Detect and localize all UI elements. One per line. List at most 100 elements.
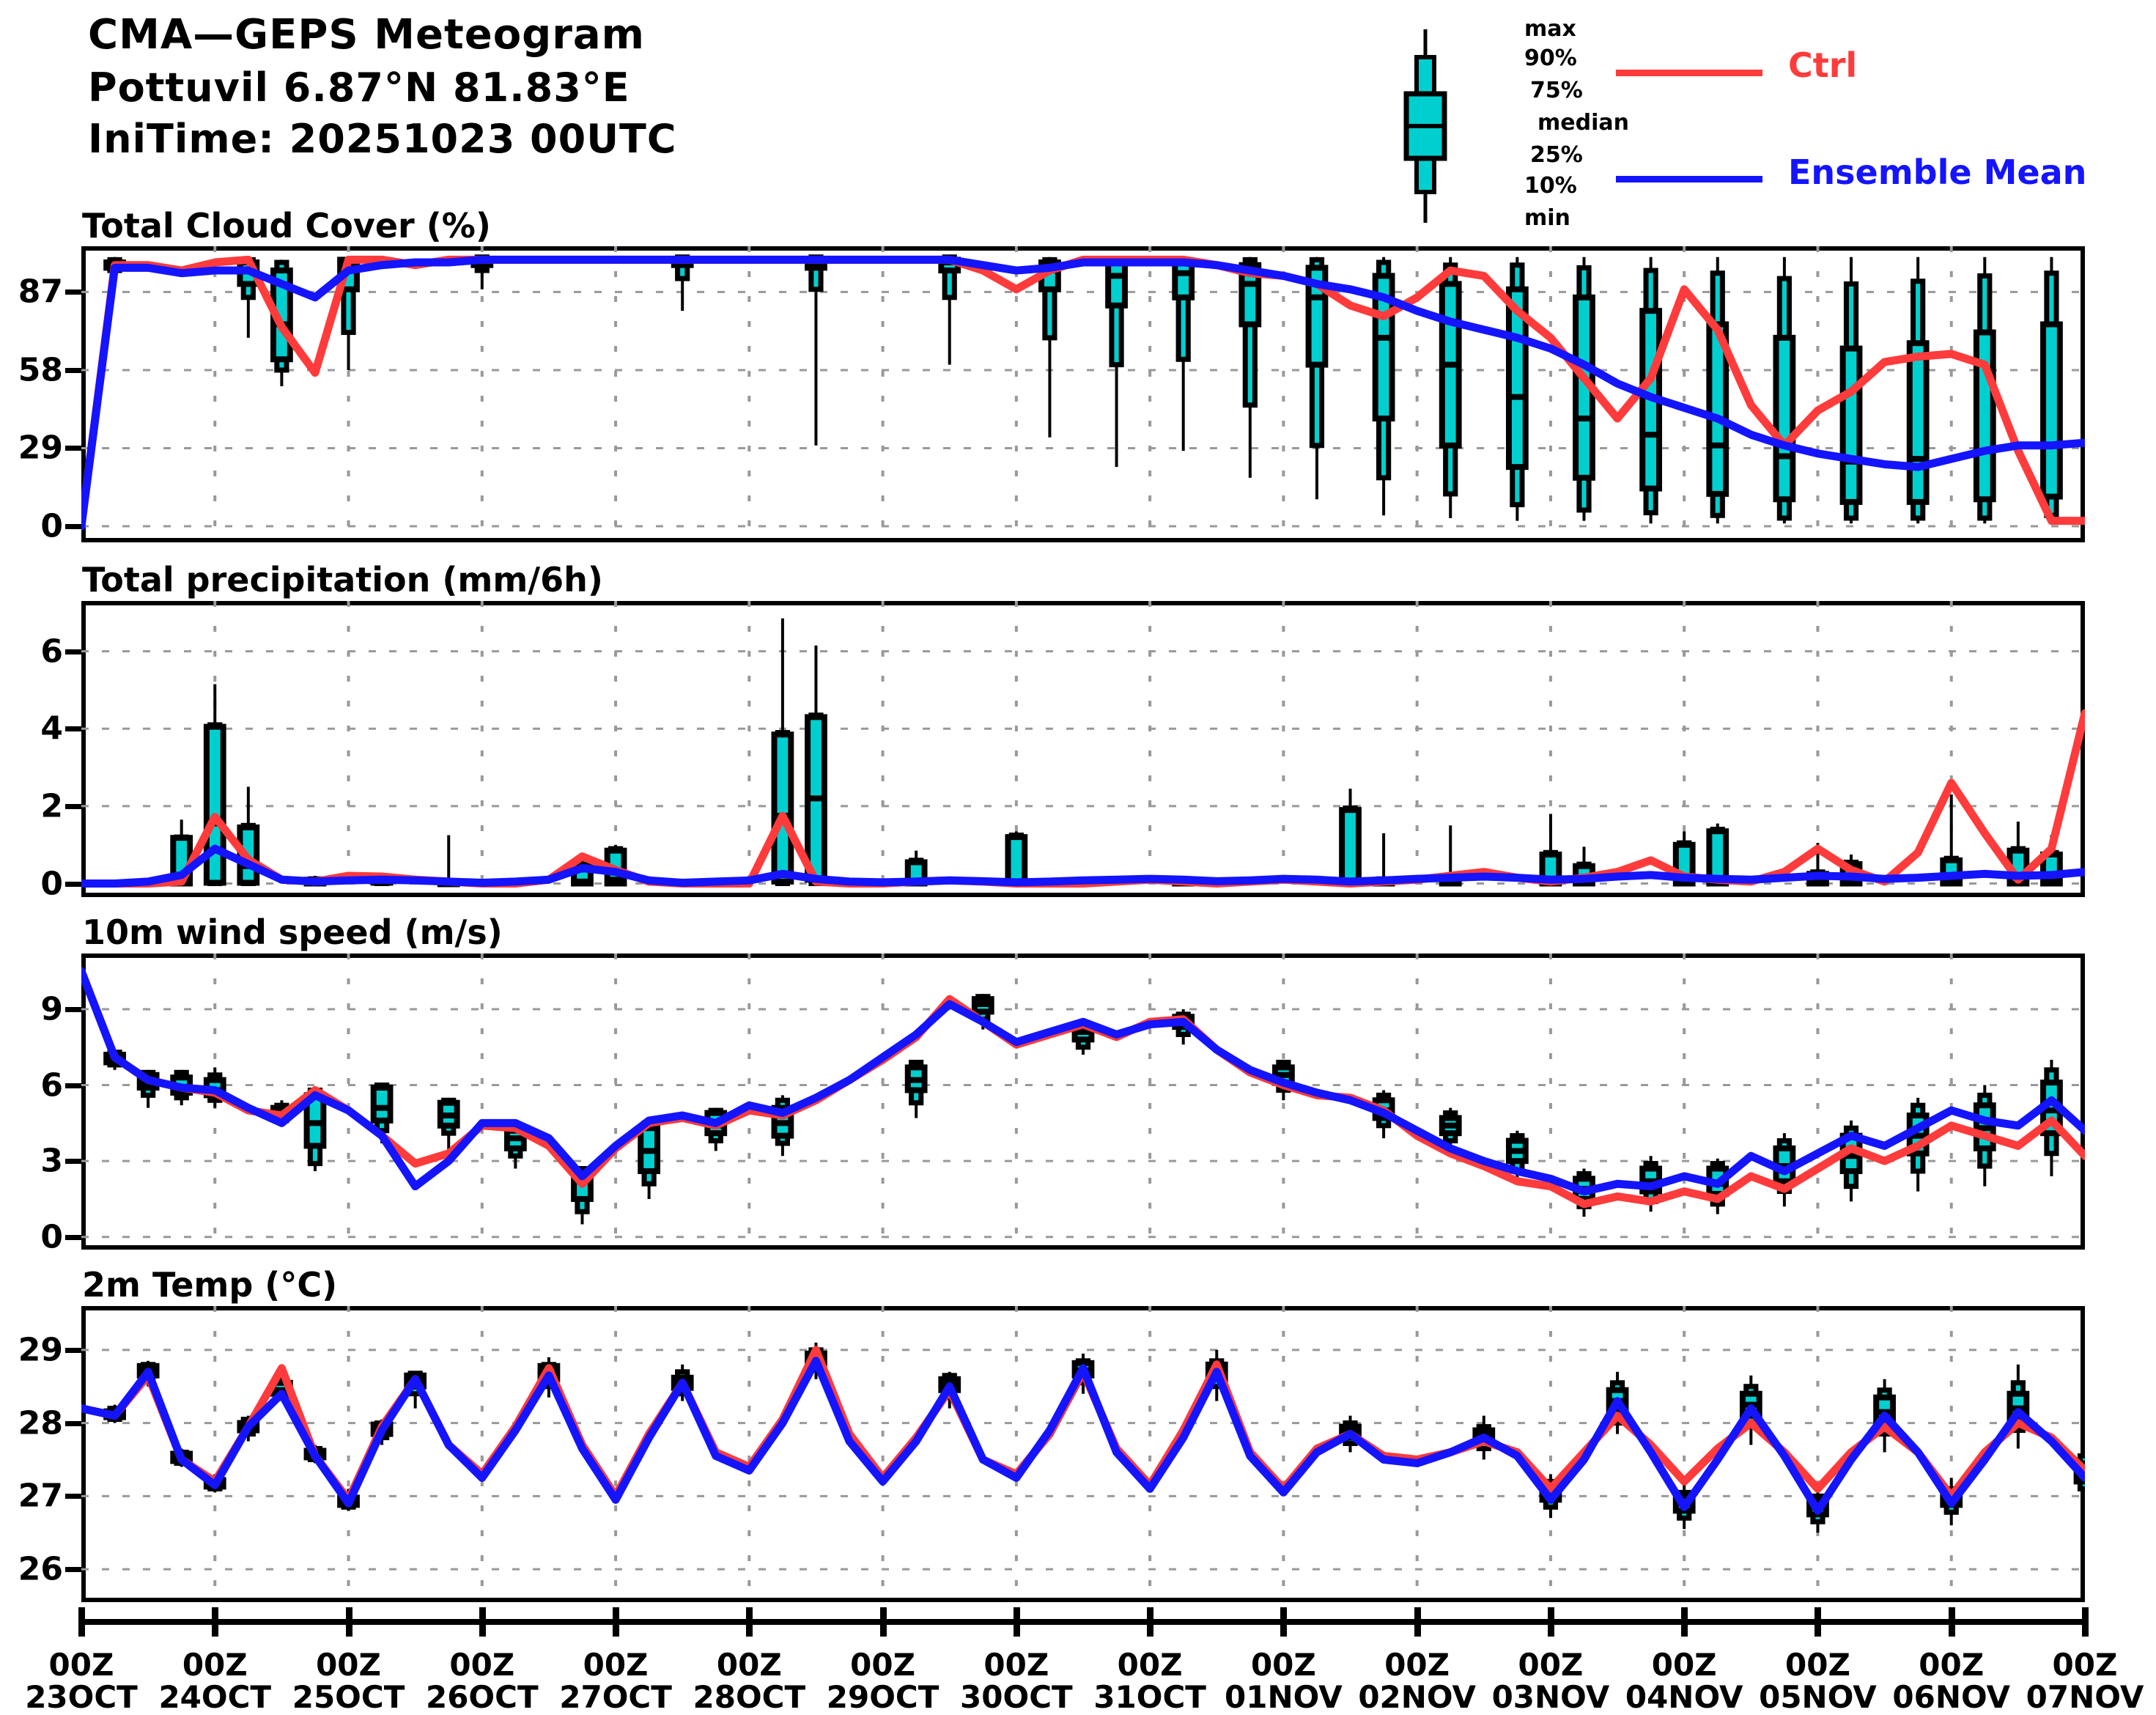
boxplot (1439, 825, 1462, 887)
x-tick-date: 07NOV (2026, 1679, 2144, 1715)
y-tick-mark (65, 649, 84, 654)
x-tick-mark (212, 1607, 219, 1637)
x-tick-hour: 00Z (1919, 1647, 1985, 1683)
y-tick-label: 87 (18, 273, 63, 311)
x-tick-mark (1681, 1607, 1688, 1637)
legend-mean-line (1616, 176, 1762, 182)
boxplot (370, 1083, 394, 1143)
y-tick-label: 2 (40, 787, 63, 825)
boxplot (1639, 257, 1663, 524)
y-tick-label: 9 (40, 990, 63, 1028)
y-tick-label: 6 (40, 1066, 63, 1104)
boxplot (1706, 823, 1729, 887)
legend-label-p25: 25% (1530, 142, 1583, 168)
x-tick-hour: 00Z (716, 1647, 782, 1683)
x-tick-mark (1147, 1607, 1154, 1637)
y-tick-mark (65, 1494, 84, 1500)
legend-ctrl-label: Ctrl (1788, 45, 1858, 85)
legend-label-p10: 10% (1524, 173, 1577, 199)
legend-label-p90: 90% (1524, 45, 1577, 71)
x-tick-mark (1280, 1607, 1288, 1637)
legend-label-p75: 75% (1530, 78, 1583, 103)
boxplot (1105, 257, 1128, 468)
plot-area (81, 246, 2085, 542)
y-tick-mark (65, 726, 84, 732)
panel-title: Total Cloud Cover (%) (82, 206, 491, 246)
legend-label-max: max (1524, 16, 1576, 42)
ensemble-mean-series-line (81, 967, 2085, 1196)
boxplot (437, 835, 460, 888)
y-tick-label: 0 (40, 865, 63, 903)
boxplot (1773, 257, 1796, 524)
y-tick-mark (65, 289, 84, 295)
ctrl-series-line (81, 709, 2085, 888)
plot-frame (81, 246, 2085, 542)
x-tick-mark (746, 1607, 753, 1637)
x-tick-mark (1547, 1607, 1554, 1637)
x-tick-mark (1013, 1607, 1020, 1637)
y-tick-label: 29 (18, 1331, 63, 1369)
boxplot (1038, 257, 1061, 438)
y-tick-label: 6 (40, 632, 63, 671)
y-tick-mark (65, 1347, 84, 1353)
x-tick-mark (2082, 1607, 2089, 1637)
boxplot (771, 1095, 794, 1157)
x-axis-tick-30OCT: 00Z 30OCT (929, 1648, 1104, 1714)
boxplot (671, 254, 694, 311)
y-tick-mark (65, 1159, 84, 1165)
legend-mean-label: Ensemble Mean (1788, 152, 2087, 192)
y-tick-label: 3 (40, 1142, 63, 1180)
x-tick-hour: 00Z (1117, 1647, 1183, 1683)
boxplot (1172, 257, 1195, 451)
x-tick-mark (479, 1607, 486, 1637)
boxplot (1906, 257, 1930, 524)
boxplot (1539, 814, 1562, 887)
x-tick-hour: 00Z (1250, 1647, 1316, 1683)
x-tick-hour: 00Z (1651, 1647, 1717, 1683)
plot-frame (81, 954, 2085, 1250)
x-tick-mark (78, 1607, 85, 1637)
ensemble-mean-series-line (81, 1357, 2085, 1515)
x-tick-hour: 00Z (1518, 1647, 1584, 1683)
x-axis-line (81, 1619, 2085, 1625)
x-tick-mark (1414, 1607, 1421, 1637)
ensemble-mean-series-line (81, 844, 2085, 888)
panel-title: 10m wind speed (m/s) (82, 912, 503, 952)
x-tick-hour: 00Z (1785, 1647, 1850, 1683)
legend-boxplot-icon (1403, 29, 1447, 223)
init-time: IniTime: 20251023 00UTC (88, 115, 677, 162)
boxplot (938, 254, 961, 365)
y-tick-label: 0 (40, 1218, 63, 1256)
boxplot (1005, 831, 1028, 887)
boxplot (503, 1123, 527, 1169)
x-tick-mark (345, 1607, 352, 1637)
panel-title: Total precipitation (mm/6h) (82, 560, 603, 600)
boxplot (1305, 257, 1329, 500)
x-axis-tick-07NOV: 00Z 07NOV (1997, 1648, 2156, 1715)
header-block: CMA—GEPS Meteogram Pottuvil 6.87°N 81.83… (88, 9, 677, 165)
boxplot (638, 1120, 661, 1199)
x-tick-mark (879, 1607, 887, 1637)
boxplot (1372, 833, 1395, 887)
page-title: CMA—GEPS Meteogram (88, 11, 646, 59)
ensemble-mean-series-line (81, 255, 2085, 531)
y-tick-mark (65, 1083, 84, 1088)
y-tick-mark (65, 1420, 84, 1426)
boxplot (2007, 1364, 2030, 1449)
legend-ctrl-line (1616, 70, 1762, 76)
x-axis-tick-02NOV: 00Z 02NOV (1329, 1648, 1505, 1714)
boxplot (1439, 257, 1462, 518)
boxplot (2040, 257, 2063, 524)
y-tick-label: 26 (18, 1550, 63, 1588)
legend-label-median: median (1537, 110, 1629, 136)
x-tick-hour: 00Z (449, 1647, 515, 1683)
y-tick-mark (65, 881, 84, 887)
boxplot (1706, 257, 1729, 524)
x-tick-hour: 00Z (316, 1647, 381, 1683)
y-tick-mark (65, 803, 84, 809)
x-tick-mark (613, 1607, 620, 1637)
boxplot (805, 254, 827, 446)
y-tick-label: 29 (18, 429, 63, 467)
x-tick-mark (1948, 1607, 1955, 1637)
boxplot (904, 1059, 928, 1118)
